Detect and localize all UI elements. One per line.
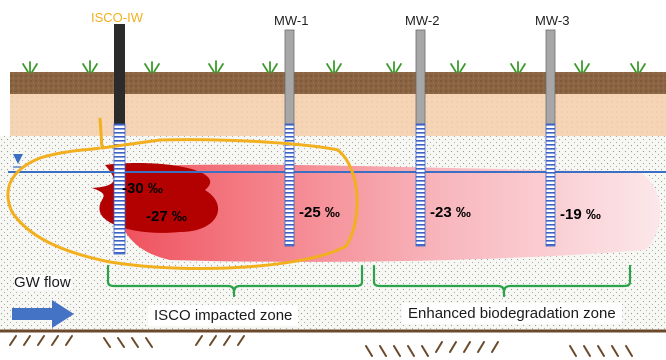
isco-well-casing xyxy=(114,24,125,124)
mw2-label: MW-2 xyxy=(405,13,440,28)
bio-zone-label: Enhanced biodegradation zone xyxy=(402,303,622,324)
plume-gradient xyxy=(115,164,661,262)
clay-layer xyxy=(10,94,666,136)
mw3-screen xyxy=(545,123,556,247)
mw3-label: MW-3 xyxy=(535,13,570,28)
zone-brackets xyxy=(106,264,632,298)
mw2-casing xyxy=(415,29,426,125)
bedrock-hatching xyxy=(9,335,633,357)
topsoil-layer xyxy=(10,72,666,94)
isco-well-screen xyxy=(113,123,126,255)
isco-well-label: ISCO-IW xyxy=(91,10,143,25)
mw1-screen xyxy=(284,123,295,247)
mw1-label: MW-1 xyxy=(274,13,309,28)
isotope-value-iw-lower: -27 ‰ xyxy=(146,208,187,225)
isotope-value-mw1: -25 ‰ xyxy=(299,204,340,221)
mw3-casing xyxy=(545,29,556,125)
water-table-marker xyxy=(13,154,23,164)
isco-zone-label: ISCO impacted zone xyxy=(148,305,299,326)
mw1-casing xyxy=(284,29,295,125)
isotope-value-mw3: -19 ‰ xyxy=(560,206,601,223)
isotope-value-iw-upper: -30 ‰ xyxy=(122,180,163,197)
gw-flow-label: GW flow xyxy=(14,274,71,291)
mw2-screen xyxy=(415,123,426,247)
grass-tufts xyxy=(22,60,646,73)
isotope-value-mw2: -23 ‰ xyxy=(430,204,471,221)
gw-flow-arrow xyxy=(12,300,74,328)
isco-impact-boundary xyxy=(6,117,359,271)
